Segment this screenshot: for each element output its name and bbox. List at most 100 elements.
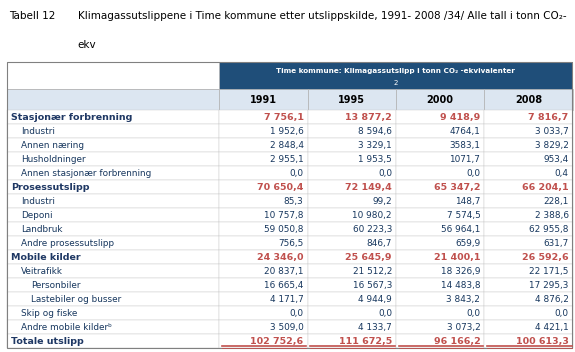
Bar bbox=[219, 208, 308, 222]
Text: 2000: 2000 bbox=[427, 95, 454, 105]
Text: 16 567,3: 16 567,3 bbox=[352, 281, 392, 290]
Bar bbox=[219, 237, 308, 250]
Bar bbox=[484, 111, 573, 124]
Text: 3 829,2: 3 829,2 bbox=[535, 141, 569, 150]
Bar bbox=[219, 166, 308, 181]
Bar bbox=[396, 124, 484, 138]
Bar bbox=[308, 166, 396, 181]
Bar bbox=[396, 166, 484, 181]
Text: 148,7: 148,7 bbox=[455, 197, 480, 206]
Text: 100 613,3: 100 613,3 bbox=[516, 337, 569, 346]
Text: 0,0: 0,0 bbox=[466, 309, 480, 318]
Text: 3 073,2: 3 073,2 bbox=[447, 323, 480, 332]
Text: Annen stasjonær forbrenning: Annen stasjonær forbrenning bbox=[21, 169, 151, 178]
Bar bbox=[219, 278, 308, 293]
Bar bbox=[7, 293, 219, 307]
Text: 56 964,1: 56 964,1 bbox=[441, 225, 480, 234]
Text: 96 166,2: 96 166,2 bbox=[434, 337, 480, 346]
Text: Totale utslipp: Totale utslipp bbox=[11, 337, 84, 346]
Bar bbox=[396, 111, 484, 124]
Bar bbox=[308, 222, 396, 237]
Text: 7 574,5: 7 574,5 bbox=[447, 211, 480, 220]
Bar bbox=[219, 152, 308, 166]
Text: 0,0: 0,0 bbox=[555, 309, 569, 318]
Text: 756,5: 756,5 bbox=[278, 239, 304, 248]
Text: 4 133,7: 4 133,7 bbox=[358, 323, 392, 332]
Text: Tabell 12: Tabell 12 bbox=[9, 11, 55, 20]
Bar bbox=[219, 222, 308, 237]
Bar bbox=[7, 250, 219, 264]
Bar bbox=[484, 278, 573, 293]
Bar bbox=[396, 334, 484, 348]
Text: Andre mobile kilderᵇ: Andre mobile kilderᵇ bbox=[21, 323, 112, 332]
Text: Mobile kilder: Mobile kilder bbox=[11, 253, 80, 262]
Text: Personbiler: Personbiler bbox=[31, 281, 81, 290]
Bar bbox=[308, 320, 396, 334]
Bar bbox=[7, 124, 219, 138]
Text: 0,0: 0,0 bbox=[290, 309, 304, 318]
Text: 16 665,4: 16 665,4 bbox=[264, 281, 304, 290]
Text: 1071,7: 1071,7 bbox=[450, 155, 480, 164]
Bar bbox=[308, 237, 396, 250]
Bar bbox=[7, 181, 219, 194]
Text: 21 512,2: 21 512,2 bbox=[352, 267, 392, 276]
Bar bbox=[396, 181, 484, 194]
Bar bbox=[7, 264, 219, 278]
Bar bbox=[484, 166, 573, 181]
Text: 3 033,7: 3 033,7 bbox=[535, 127, 569, 136]
Text: Deponi: Deponi bbox=[21, 211, 52, 220]
Text: ekv: ekv bbox=[78, 40, 96, 50]
Text: 70 650,4: 70 650,4 bbox=[257, 183, 304, 192]
Text: 18 326,9: 18 326,9 bbox=[441, 267, 480, 276]
Bar bbox=[7, 166, 219, 181]
Bar bbox=[7, 237, 219, 250]
Bar bbox=[7, 307, 219, 320]
Text: 111 672,5: 111 672,5 bbox=[339, 337, 392, 346]
Text: 20 837,1: 20 837,1 bbox=[264, 267, 304, 276]
Bar bbox=[396, 152, 484, 166]
Text: 21 400,1: 21 400,1 bbox=[434, 253, 480, 262]
Bar bbox=[219, 250, 308, 264]
Bar bbox=[219, 181, 308, 194]
Text: 1995: 1995 bbox=[338, 95, 365, 105]
Bar bbox=[308, 111, 396, 124]
Text: 99,2: 99,2 bbox=[372, 197, 392, 206]
Text: 10 980,2: 10 980,2 bbox=[352, 211, 392, 220]
Text: 26 592,6: 26 592,6 bbox=[522, 253, 569, 262]
Text: 2 388,6: 2 388,6 bbox=[535, 211, 569, 220]
Text: 22 171,5: 22 171,5 bbox=[530, 267, 569, 276]
Text: 7 816,7: 7 816,7 bbox=[528, 113, 569, 122]
Bar bbox=[484, 237, 573, 250]
Text: 66 204,1: 66 204,1 bbox=[522, 183, 569, 192]
Text: 4 171,7: 4 171,7 bbox=[270, 295, 304, 304]
Bar bbox=[219, 320, 308, 334]
Text: 0,0: 0,0 bbox=[378, 169, 392, 178]
Text: 0,0: 0,0 bbox=[290, 169, 304, 178]
Text: 631,7: 631,7 bbox=[543, 239, 569, 248]
Bar bbox=[7, 320, 219, 334]
Text: Klimagassutslippene i Time kommune etter utslippskilde, 1991- 2008 /34/ Alle tal: Klimagassutslippene i Time kommune etter… bbox=[78, 11, 566, 20]
Text: 72 149,4: 72 149,4 bbox=[345, 183, 392, 192]
Bar bbox=[396, 138, 484, 152]
Text: 4 944,9: 4 944,9 bbox=[358, 295, 392, 304]
Text: 4 421,1: 4 421,1 bbox=[535, 323, 569, 332]
Text: Skip og fiske: Skip og fiske bbox=[21, 309, 78, 318]
Bar bbox=[484, 89, 573, 111]
Bar bbox=[484, 264, 573, 278]
Text: Annen næring: Annen næring bbox=[21, 141, 84, 150]
Text: 0,4: 0,4 bbox=[555, 169, 569, 178]
Text: 3 843,2: 3 843,2 bbox=[446, 295, 480, 304]
Text: 24 346,0: 24 346,0 bbox=[257, 253, 304, 262]
Text: 59 050,8: 59 050,8 bbox=[264, 225, 304, 234]
Text: 1 953,5: 1 953,5 bbox=[358, 155, 392, 164]
Bar bbox=[308, 334, 396, 348]
Bar bbox=[484, 208, 573, 222]
Text: 4764,1: 4764,1 bbox=[450, 127, 480, 136]
Bar bbox=[219, 138, 308, 152]
Bar bbox=[308, 124, 396, 138]
Text: Veitrafikk: Veitrafikk bbox=[21, 267, 63, 276]
Bar bbox=[219, 334, 308, 348]
Bar bbox=[308, 208, 396, 222]
Bar bbox=[219, 194, 308, 208]
Bar bbox=[219, 307, 308, 320]
